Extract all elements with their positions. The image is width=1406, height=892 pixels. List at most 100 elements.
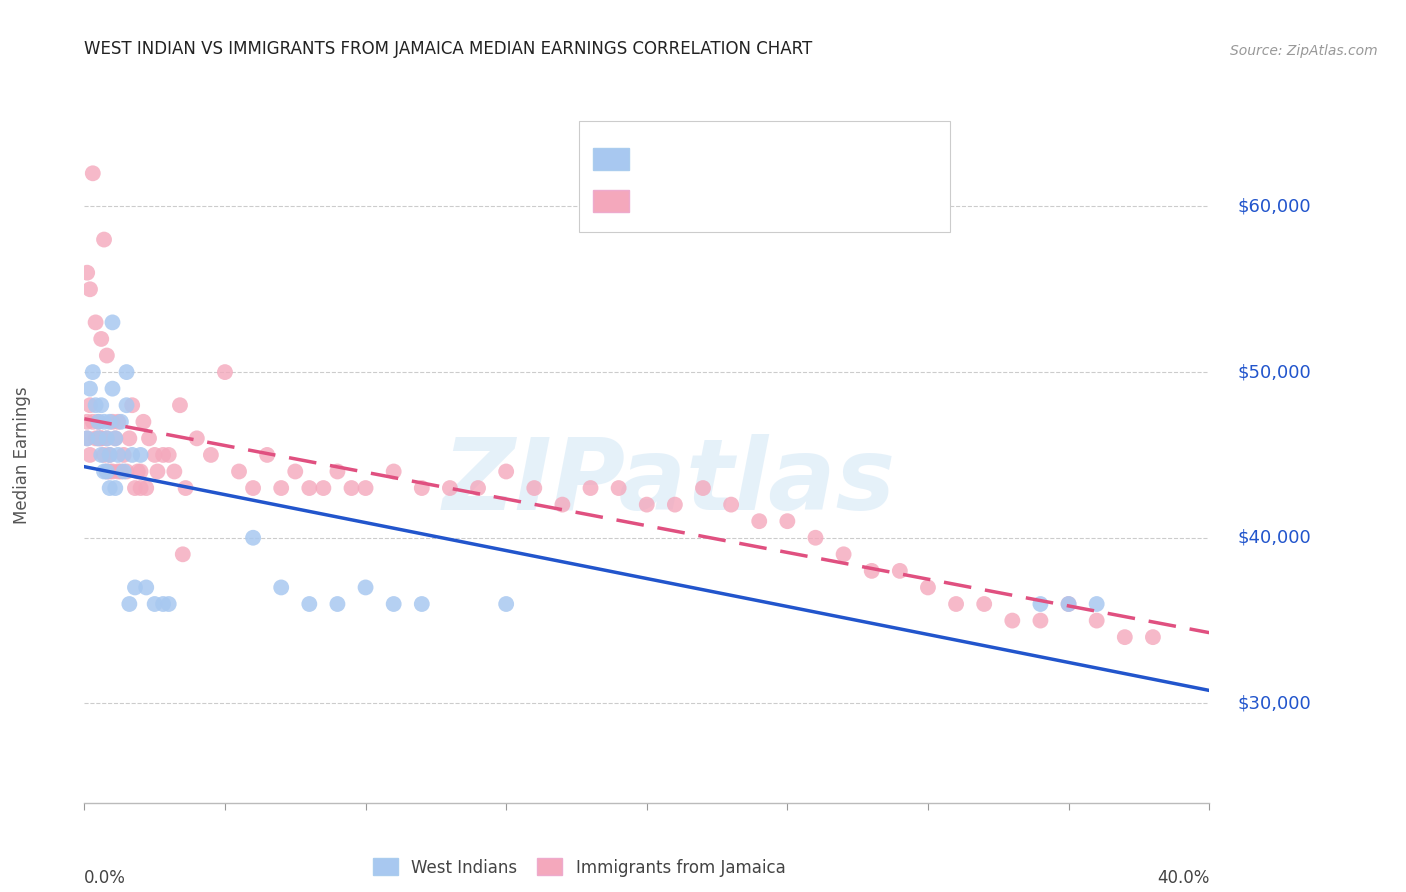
Point xyxy=(354,481,377,495)
Point xyxy=(76,431,98,445)
Point xyxy=(79,398,101,412)
Point xyxy=(82,166,104,180)
Text: Source: ZipAtlas.com: Source: ZipAtlas.com xyxy=(1230,44,1378,58)
Point xyxy=(172,547,194,561)
Point xyxy=(636,498,658,512)
Text: $60,000: $60,000 xyxy=(1237,197,1310,216)
Point xyxy=(776,514,799,528)
Point xyxy=(79,282,101,296)
Point xyxy=(90,431,112,445)
Text: $50,000: $50,000 xyxy=(1237,363,1310,381)
Point xyxy=(135,481,157,495)
Point xyxy=(186,431,208,445)
Point xyxy=(832,547,855,561)
Point xyxy=(93,448,115,462)
Point xyxy=(87,431,110,445)
Point xyxy=(115,465,138,479)
Point xyxy=(326,597,349,611)
Point xyxy=(945,597,967,611)
Point xyxy=(101,382,124,396)
Text: 40.0%: 40.0% xyxy=(1157,869,1209,887)
Point xyxy=(96,431,118,445)
Text: R =  -0.317: R = -0.317 xyxy=(650,150,752,169)
Point xyxy=(1085,597,1108,611)
Point xyxy=(1114,630,1136,644)
Point xyxy=(157,448,180,462)
Point xyxy=(93,465,115,479)
Point xyxy=(90,431,112,445)
Point xyxy=(411,481,433,495)
Point xyxy=(692,481,714,495)
Point xyxy=(889,564,911,578)
Text: 0.0%: 0.0% xyxy=(84,869,127,887)
Point xyxy=(169,398,191,412)
Point xyxy=(101,315,124,329)
Point xyxy=(467,481,489,495)
Point xyxy=(115,365,138,379)
Point xyxy=(298,481,321,495)
Point xyxy=(270,581,292,595)
Point xyxy=(76,266,98,280)
Point xyxy=(143,597,166,611)
Point xyxy=(340,481,363,495)
Point xyxy=(118,431,141,445)
Text: WEST INDIAN VS IMMIGRANTS FROM JAMAICA MEDIAN EARNINGS CORRELATION CHART: WEST INDIAN VS IMMIGRANTS FROM JAMAICA M… xyxy=(84,40,813,58)
Point xyxy=(495,597,517,611)
FancyBboxPatch shape xyxy=(579,121,950,232)
Legend: West Indians, Immigrants from Jamaica: West Indians, Immigrants from Jamaica xyxy=(364,850,794,885)
Point xyxy=(110,415,132,429)
Point xyxy=(1142,630,1164,644)
Point xyxy=(84,398,107,412)
Point xyxy=(107,448,129,462)
Point xyxy=(135,581,157,595)
Point xyxy=(152,597,174,611)
Point xyxy=(121,448,143,462)
Point xyxy=(90,398,112,412)
Point xyxy=(124,481,146,495)
Point xyxy=(411,597,433,611)
Point xyxy=(495,465,517,479)
Point xyxy=(157,597,180,611)
Point xyxy=(579,481,602,495)
Point xyxy=(523,481,546,495)
Point xyxy=(551,498,574,512)
Point xyxy=(107,415,129,429)
Point xyxy=(200,448,222,462)
Point xyxy=(129,448,152,462)
Point xyxy=(101,415,124,429)
Point xyxy=(82,365,104,379)
Text: ZIPatlas: ZIPatlas xyxy=(443,434,896,532)
Point xyxy=(79,448,101,462)
Point xyxy=(242,481,264,495)
Point xyxy=(354,581,377,595)
Point xyxy=(256,448,278,462)
Point xyxy=(82,415,104,429)
Point xyxy=(917,581,939,595)
Point xyxy=(146,465,169,479)
Point xyxy=(98,448,121,462)
Point xyxy=(298,597,321,611)
Point xyxy=(163,465,186,479)
Point xyxy=(270,481,292,495)
Point xyxy=(76,431,98,445)
Point xyxy=(98,448,121,462)
Point xyxy=(174,481,197,495)
Point xyxy=(96,465,118,479)
Text: Median Earnings: Median Earnings xyxy=(14,386,31,524)
Point xyxy=(98,415,121,429)
Point xyxy=(90,448,112,462)
Point xyxy=(228,465,250,479)
Point xyxy=(98,465,121,479)
Point xyxy=(1057,597,1080,611)
Text: R =  -0.244: R = -0.244 xyxy=(650,192,752,210)
Point xyxy=(115,398,138,412)
Point xyxy=(860,564,883,578)
Point xyxy=(101,465,124,479)
Point xyxy=(312,481,335,495)
Point xyxy=(87,415,110,429)
Point xyxy=(112,448,135,462)
Point xyxy=(382,597,405,611)
FancyBboxPatch shape xyxy=(593,190,628,212)
Point xyxy=(107,465,129,479)
Point xyxy=(104,431,127,445)
